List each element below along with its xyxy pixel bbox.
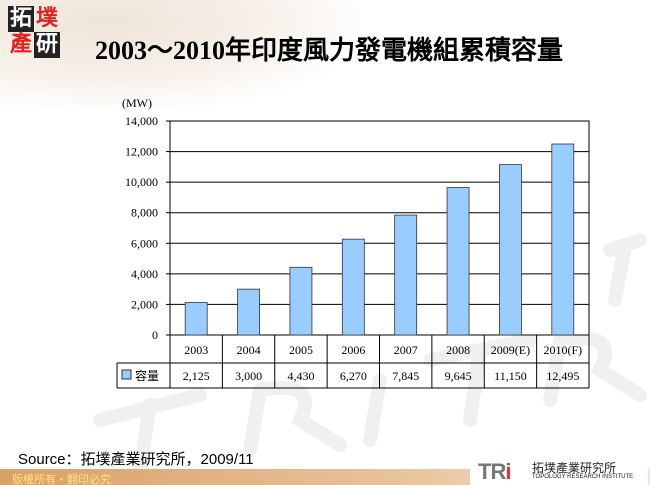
legend-label: 容量: [135, 368, 159, 383]
data-table-value: 9,645: [445, 369, 472, 383]
legend-swatch: [121, 369, 132, 380]
logo-char: 產: [9, 32, 32, 57]
watermark-stroke: [603, 233, 647, 307]
plot-area: [169, 120, 590, 336]
bar: [446, 187, 470, 336]
data-table-value: 3,000: [235, 369, 262, 383]
y-axis-unit: (MW): [122, 96, 152, 110]
bar: [499, 164, 522, 336]
y-tick-label: 4,000: [131, 267, 158, 281]
watermark-stroke: [543, 331, 647, 407]
data-table-value: 12,495: [546, 369, 579, 383]
bar: [341, 238, 365, 336]
y-tick-label: 2,000: [131, 297, 158, 311]
page-title: 2003～2010年印度風力發電機組累積容量: [95, 36, 564, 65]
background-map: [0, 0, 360, 110]
logo-char: 拓: [8, 6, 34, 32]
data-table-value: 11,150: [494, 369, 527, 383]
data-table-value: 4,430: [287, 369, 314, 383]
org-name: 拓墣產業研究所: [532, 461, 617, 475]
x-tick-label: 2003: [184, 343, 208, 357]
bar: [289, 266, 313, 336]
data-table-value: 7,845: [392, 369, 419, 383]
logo-char: 研: [34, 32, 60, 58]
y-tick-label: 0: [152, 328, 158, 342]
copyright: 版權所有・翻印必究: [12, 473, 111, 485]
x-tick-label: 2010(F): [543, 343, 582, 357]
tri-logo-mark: TRi: [478, 459, 511, 484]
x-tick-label: 2008: [446, 343, 470, 357]
watermark-stroke: [423, 333, 537, 427]
watermark-stroke: [363, 373, 387, 447]
y-tick-label: 10,000: [125, 175, 158, 189]
data-table-value: 2,125: [183, 369, 210, 383]
tri-logo: TRi 拓墣產業研究所 TOPOLOGY RESEARCH INSTITUTE: [470, 458, 648, 485]
y-tick-label: 6,000: [131, 236, 158, 250]
bar: [184, 302, 208, 336]
bar: [394, 214, 418, 336]
source-note: Source：拓墣產業研究所，2009/11: [18, 451, 254, 468]
org-name-en: TOPOLOGY RESEARCH INSTITUTE: [532, 474, 634, 480]
x-tick-label: 2005: [289, 343, 313, 357]
y-tick-label: 8,000: [131, 206, 158, 220]
bar: [237, 288, 260, 336]
data-table-value: 6,270: [340, 369, 367, 383]
y-tick-label: 12,000: [125, 145, 158, 159]
bar: [551, 143, 575, 336]
x-tick-label: 2009(E): [491, 343, 530, 357]
x-tick-label: 2004: [237, 343, 261, 357]
logo-char: 墣: [35, 6, 58, 31]
watermark-stroke: [93, 388, 207, 477]
x-tick-label: 2006: [341, 343, 365, 357]
logo: 拓 墣 產 研: [8, 6, 60, 58]
x-tick-label: 2007: [394, 343, 418, 357]
y-tick-label: 14,000: [125, 114, 158, 128]
